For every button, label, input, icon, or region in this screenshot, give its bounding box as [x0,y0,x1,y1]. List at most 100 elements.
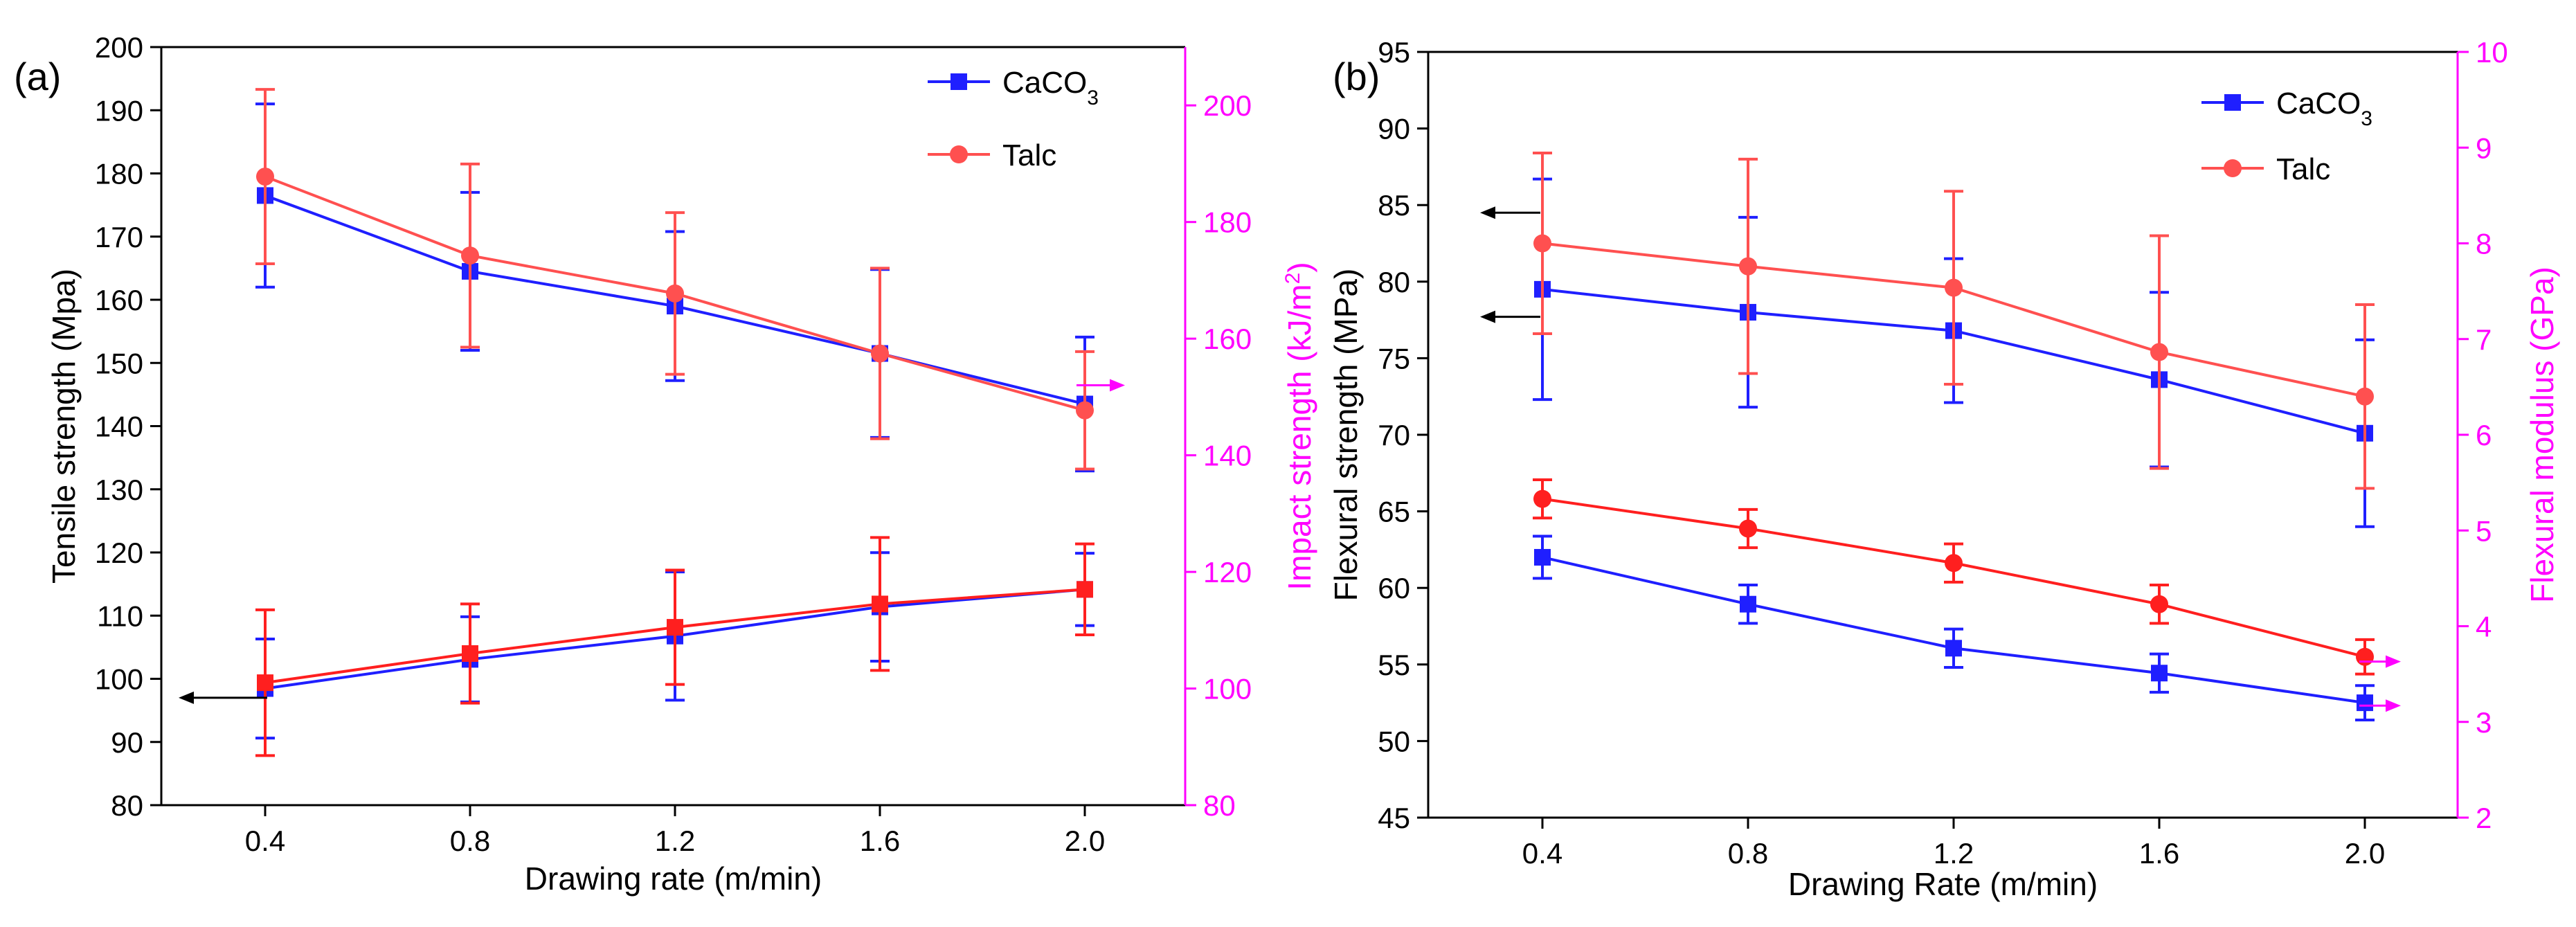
data-point-circle [1739,519,1757,538]
y-left-tick-label: 85 [1378,189,1410,222]
legend-marker-square [951,73,967,90]
y-left-tick-label: 200 [95,31,143,64]
y-left-tick-label: 110 [97,600,143,632]
data-point-square [667,619,683,636]
series-talc-flexural-strength [1533,151,2375,490]
y-axis-right-title-part: ) [1281,262,1317,272]
y-left-tick-label: 65 [1378,496,1410,528]
data-point-square [1534,548,1551,566]
y-right-tick-label: 8 [2476,228,2492,260]
y-left-tick-label: 90 [111,726,143,759]
data-point-square [2151,665,2168,682]
y-right-tick-label: 200 [1203,89,1252,122]
y-left-tick-label: 60 [1378,572,1410,604]
data-point-square [2357,694,2373,712]
legend-label: CaCO3 [1002,66,1099,109]
data-point-square [1740,595,1756,613]
legend: CaCO3 Talc [928,66,1099,172]
data-point-circle [1076,401,1094,420]
y-left-tick-label: 70 [1378,419,1410,451]
y-right-tick-label: 3 [2476,706,2492,739]
data-point-circle [666,284,684,303]
axis-pointer-arrow-head [1480,310,1495,323]
y-right-tick-label: 180 [1203,206,1252,239]
y-axis-left-title: Flexural strength (MPa) [1328,269,1364,602]
y-left-tick-label: 55 [1378,649,1410,681]
legend-marker-circle [950,145,968,163]
data-point-circle [2150,343,2168,361]
axis-pointer-arrow-head [1110,379,1125,392]
y-right-tick-label: 160 [1203,323,1252,355]
y-right-tick-label: 9 [2476,132,2492,164]
legend-label-text: Talc [2276,152,2330,186]
x-tick-label: 1.6 [2139,837,2179,870]
y-right-tick-label: 7 [2476,323,2492,356]
legend-label-text: Talc [1002,138,1056,172]
x-tick-label: 0.4 [245,825,285,857]
legend-marker-circle [2224,159,2242,177]
y-left-tick-label: 100 [95,663,143,696]
legend-label-text: CaCO [1002,66,1087,100]
axis-pointer-arrow-head [2386,655,2401,668]
panels: (a) 80 90 100 110 120 130 140 150 160 170 180 190 200… [14,31,2560,902]
data-point-square [462,645,478,662]
legend-label: Talc [1002,138,1056,172]
series-caco3-flexural-modulus [1533,534,2375,721]
x-axis-title: Drawing Rate (m/min) [1788,866,2098,902]
data-point-square [257,674,273,692]
y-left-tick-label: 50 [1378,725,1410,757]
x-tick-label: 1.2 [655,825,695,857]
chart-panel-a: (a) 80 90 100 110 120 130 140 150 160 170 180 190 200… [14,31,1317,897]
x-tick-label: 1.2 [1934,837,1974,870]
legend-label-subscript: 3 [1087,87,1099,109]
y-right-tick-label: 2 [2476,802,2492,834]
data-point-square [1945,640,1962,657]
y-axis-right-title: Flexural modulus (GPa) [2524,267,2560,603]
axis-pointer-arrow-head [1480,206,1495,219]
data-point-circle [871,344,889,363]
data-point-circle [1945,278,1963,297]
y-left-tick-label: 180 [95,158,143,190]
data-point-circle [1533,234,1551,253]
y-right-tick-label: 5 [2476,514,2492,547]
y-left-tick-label: 90 [1378,113,1410,145]
y-right-tick-label: 80 [1203,789,1236,822]
legend-marker-square [2224,94,2241,111]
x-tick-label: 1.6 [860,825,900,857]
y-left-tick-label: 80 [111,789,143,822]
y-left-tick-label: 160 [95,284,143,316]
data-point-circle [1739,257,1757,276]
x-axis-title: Drawing rate (m/min) [525,861,822,897]
y-right-tick-label: 6 [2476,419,2492,451]
y-left-tick-label: 130 [95,474,143,506]
x-tick-label: 2.0 [1065,825,1105,857]
data-point-square [872,595,888,613]
y-axis-right-title-part: Flexural modulus (GPa) [2524,267,2560,603]
x-tick-label: 0.4 [1522,837,1562,870]
y-axis-right-title-part: Impact strength (kJ/m [1281,284,1317,590]
y-right-tick-label: 120 [1203,556,1252,588]
x-tick-label: 2.0 [2345,837,2385,870]
y-left-tick-label: 80 [1378,266,1410,298]
y-left-tick-label: 170 [95,221,143,253]
y-left-tick-label: 120 [95,537,143,569]
data-point-circle [1533,489,1551,508]
series-talc-tensile [255,88,1095,471]
legend-label: Talc [2276,152,2330,186]
y-axis-right-title-superscript: 2 [1281,273,1304,285]
data-point-square [1077,581,1093,598]
y-left-tick-label: 95 [1378,36,1410,69]
x-tick-label: 0.8 [1728,837,1768,870]
data-point-circle [2356,647,2374,666]
y-right-tick-label: 10 [2476,36,2508,69]
data-point-circle [256,168,274,186]
y-right-tick-label: 140 [1203,440,1252,472]
x-tick-label: 0.8 [450,825,490,857]
y-right-tick-label: 100 [1203,673,1252,705]
y-right-tick-label: 4 [2476,611,2492,643]
y-left-tick-label: 140 [95,411,143,443]
panel-label: (b) [1333,55,1380,98]
